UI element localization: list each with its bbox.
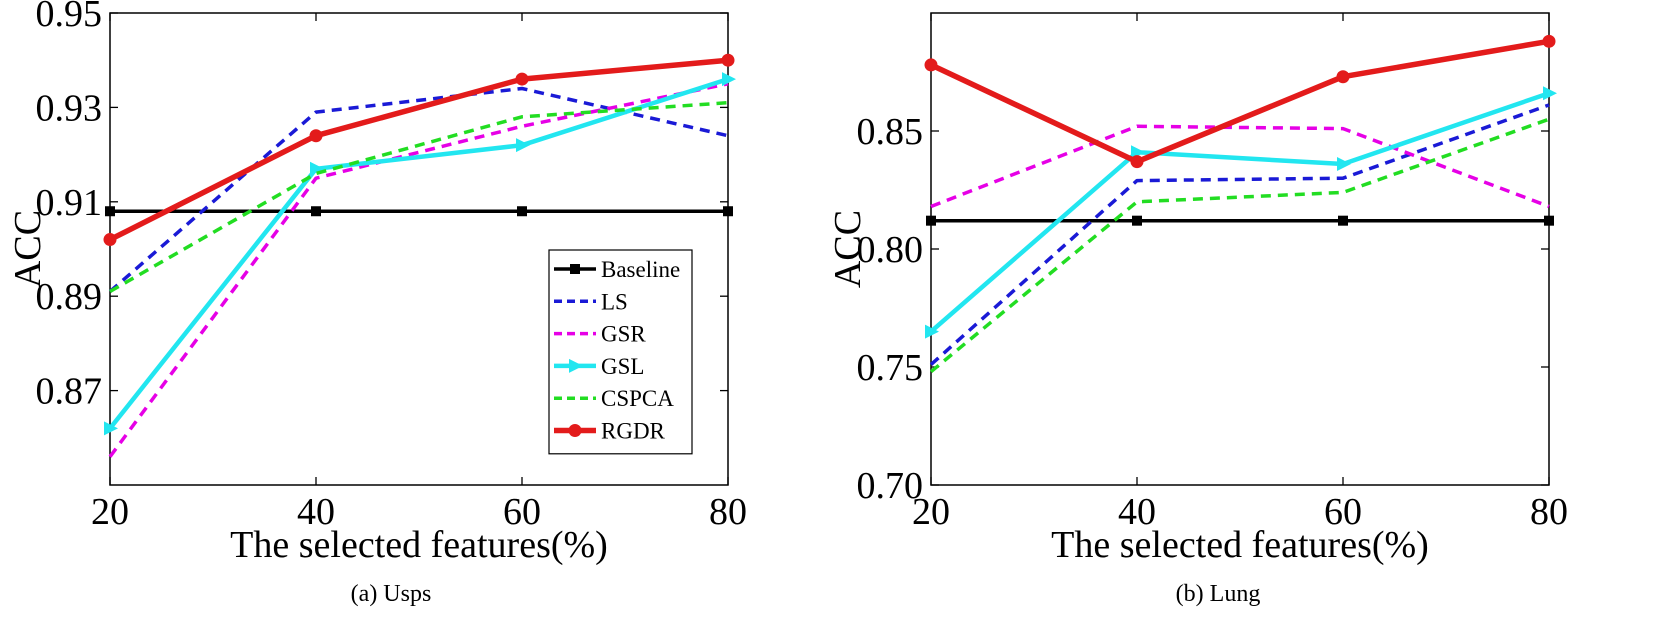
data-point-baseline [1544,215,1554,226]
y-tick-label: 0.91 [36,182,103,224]
data-point-baseline [926,215,936,226]
legend-marker-rgdr [568,424,582,437]
data-point-baseline [1132,215,1142,226]
x-tick-label: 60 [1324,491,1362,533]
legend-label-baseline: Baseline [601,257,680,282]
legend: Baseline LS GSR GSL CSPCA RGDR [548,249,693,455]
legend-label-ls: LS [601,289,628,314]
data-point-rgdr [1130,155,1144,169]
data-point-rgdr [309,129,323,143]
y-axis-label: ACC [827,210,869,288]
data-point-rgdr [515,72,529,86]
chart-caption: (b) Lung [1176,581,1261,607]
data-point-rgdr [924,58,938,72]
legend-marker-baseline [570,264,580,274]
data-point-gsl [1543,86,1557,101]
plot-frame [109,12,729,486]
legend-label-gsl: GSL [601,354,644,379]
data-point-rgdr [721,53,735,67]
y-tick-label: 0.85 [857,111,924,153]
x-tick-label: 20 [912,491,950,533]
x-tick-label: 40 [1118,491,1156,533]
y-tick-label: 0.87 [36,371,103,413]
y-axis-label: ACC [7,210,49,288]
data-point-gsl [722,72,736,87]
series-line-cspca [929,117,1550,374]
legend-label-cspca: CSPCA [601,386,674,411]
data-point-baseline [517,206,527,217]
x-tick-label: 40 [297,491,335,533]
series-line-rgdr [929,38,1550,165]
y-tick-label: 0.75 [857,347,924,389]
data-point-rgdr [1336,70,1350,84]
x-axis-label: The selected features(%) [1051,524,1429,566]
series-line-gsr [930,124,1550,209]
data-point-baseline [311,206,321,217]
chart-caption: (a) Usps [351,581,432,607]
x-tick-label: 20 [91,491,129,533]
data-point-baseline [1338,215,1348,226]
y-tick-label: 0.80 [857,229,924,271]
series-line-gsl [929,91,1550,334]
data-point-gsl [104,421,118,436]
data-point-rgdr [1542,34,1556,48]
x-tick-label: 80 [1530,491,1568,533]
y-tick-label: 0.93 [36,87,103,129]
series-group [103,53,736,458]
y-tick-label: 0.95 [36,0,103,35]
y-tick-label: 0.70 [857,465,924,507]
x-tick-label: 80 [709,491,747,533]
series-line-ls [929,103,1550,366]
legend-label-rgdr: RGDR [601,419,666,444]
series-line-gsl [108,76,729,430]
legend-marker-gsl [569,358,583,373]
legend-box [548,249,693,455]
data-point-baseline [105,206,115,217]
data-point-baseline [723,206,733,217]
series-group [924,34,1557,374]
chart-lung: 0.70 0.75 0.80 0.85 20 40 60 80 ACC The selected … [827,12,1568,607]
legend-label-gsr: GSR [601,322,646,347]
data-point-rgdr [103,233,117,247]
x-tick-label: 60 [503,491,541,533]
y-tick-label: 0.89 [36,276,103,318]
series-line-gsr [108,82,729,458]
chart-usps: 0.87 0.89 0.91 0.93 0.95 20 40 60 80 ACC The selec… [7,0,747,607]
data-point-gsl [310,161,324,176]
data-point-gsl [925,324,939,339]
data-point-gsl [516,138,530,153]
x-axis-label: The selected features(%) [230,524,608,566]
series-line-rgdr [108,57,729,243]
data-point-gsl [1337,157,1351,172]
series-line-cspca [109,100,729,294]
